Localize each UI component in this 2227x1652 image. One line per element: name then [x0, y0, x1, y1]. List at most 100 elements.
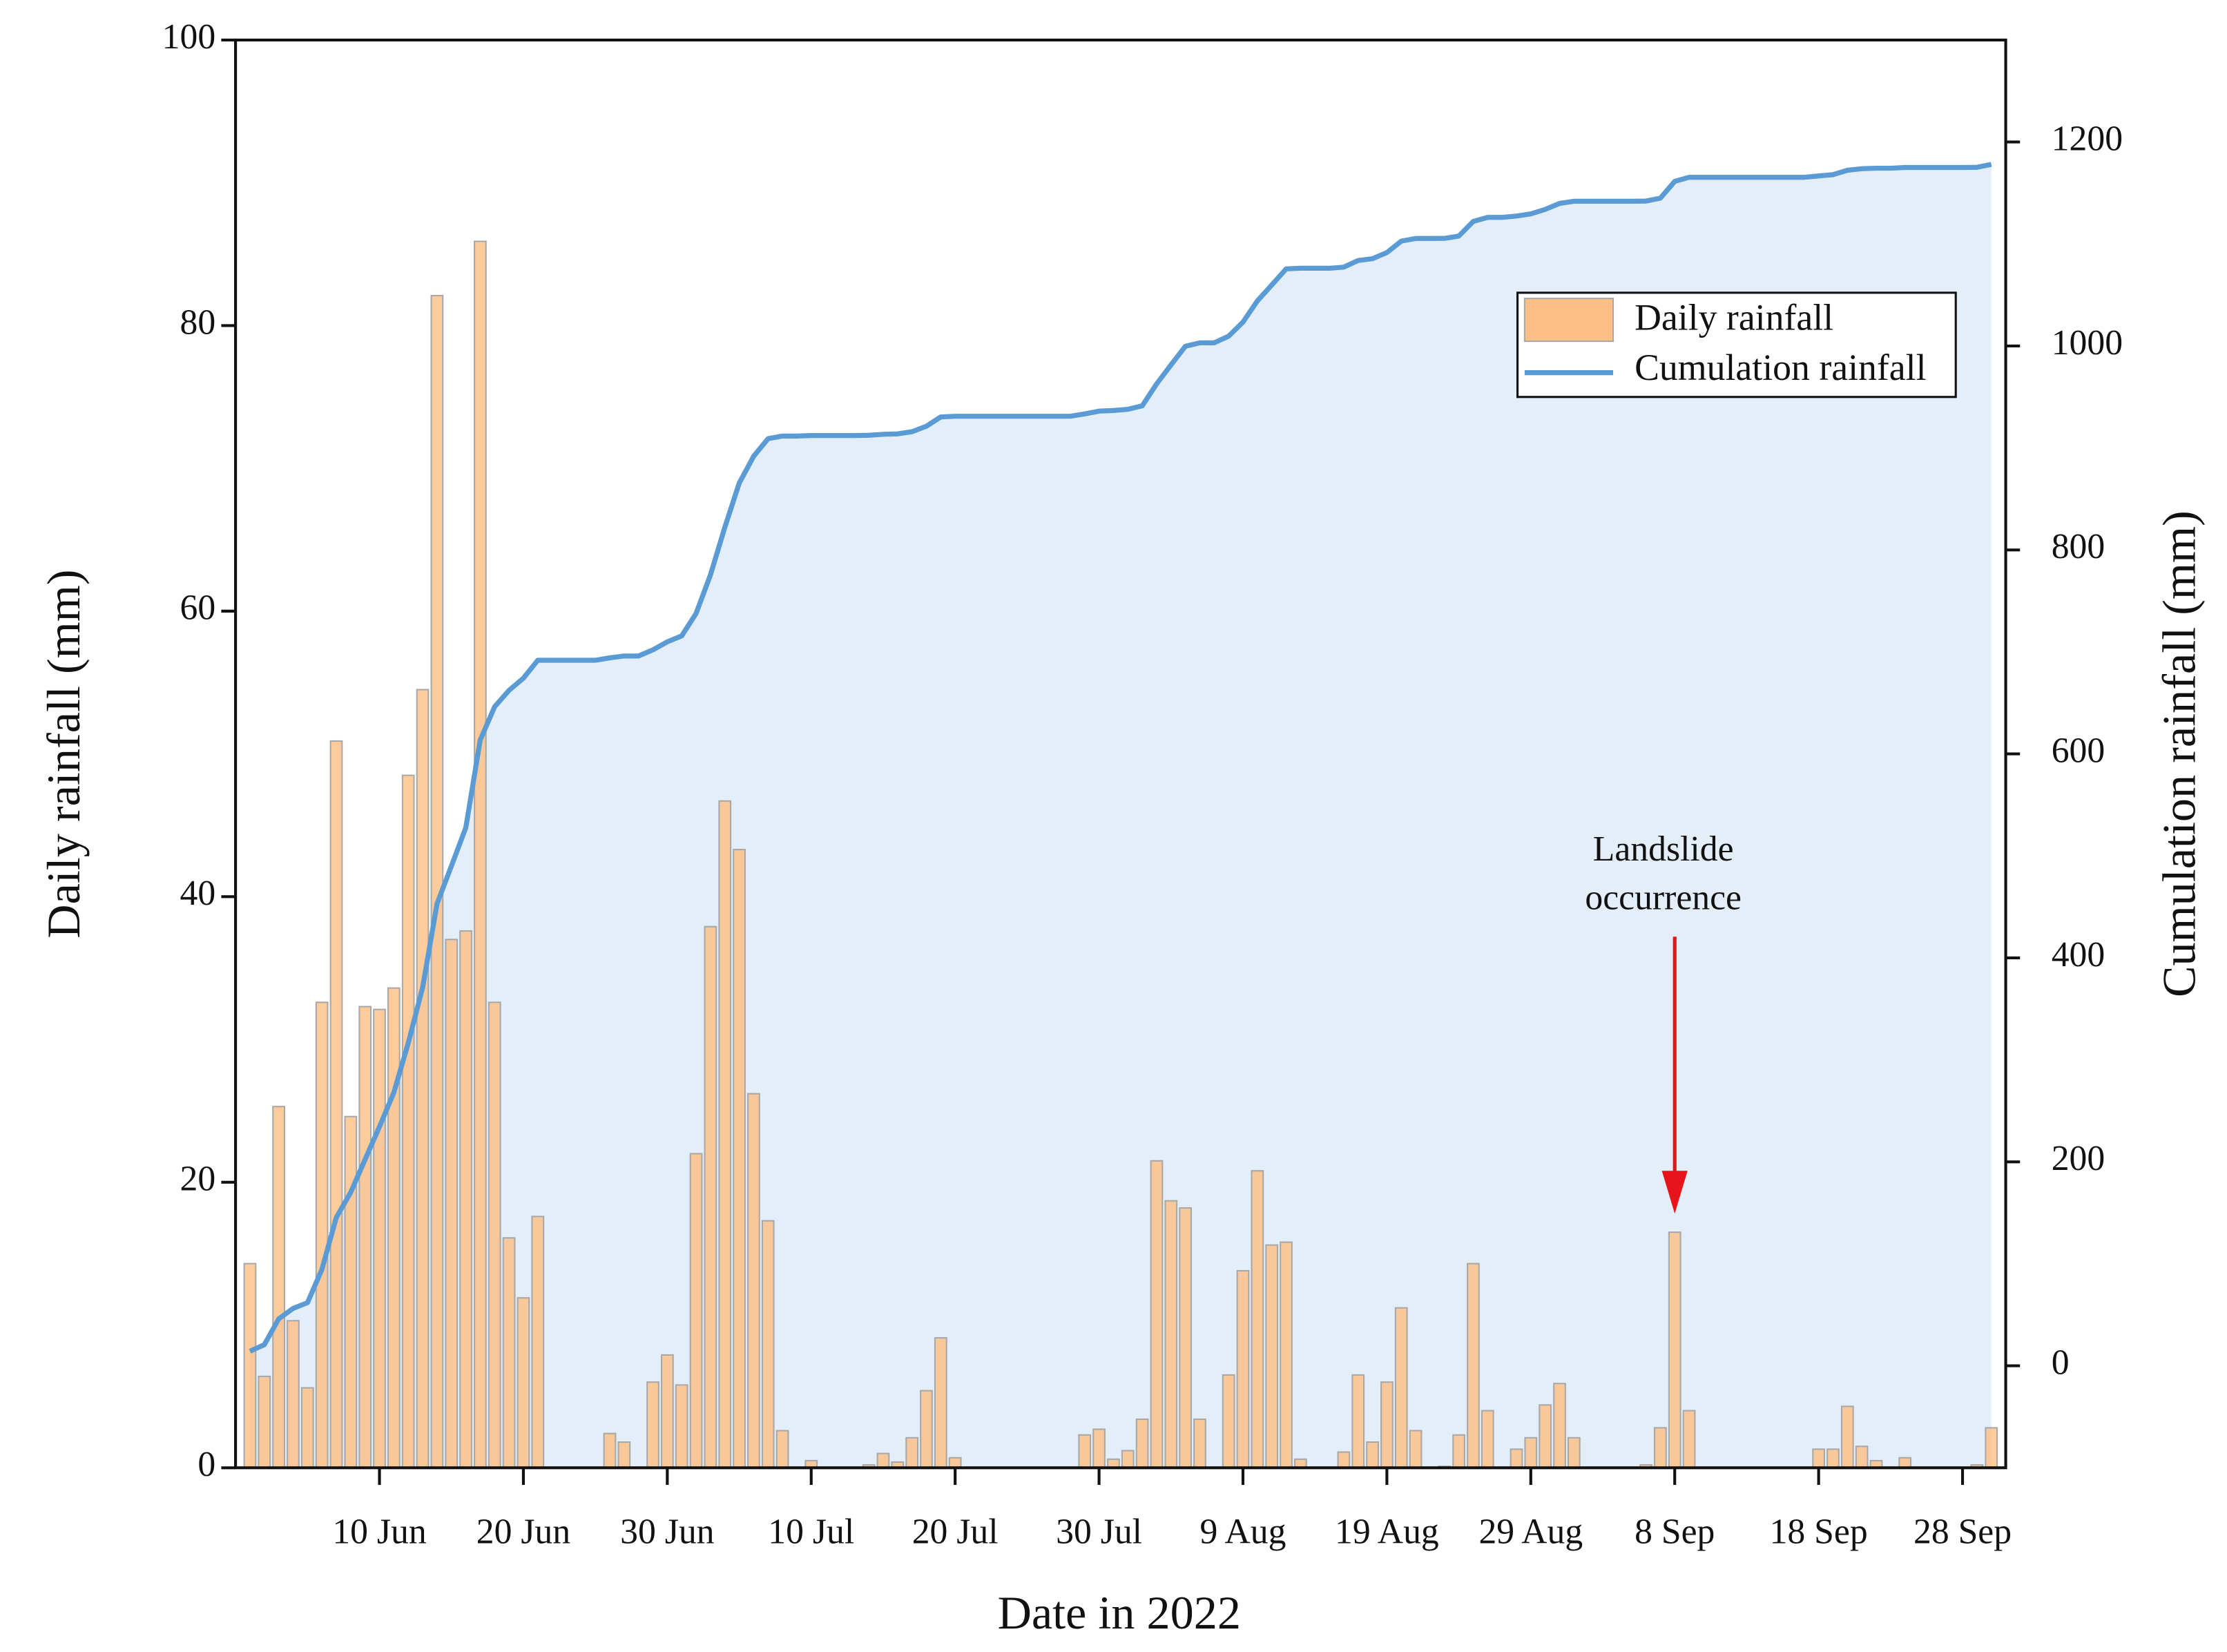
bar	[401, 774, 415, 1469]
y-tick-label: 60	[180, 588, 215, 628]
bar	[387, 987, 401, 1469]
bar	[315, 1001, 329, 1469]
y-tick-label: 100	[162, 17, 216, 57]
bar	[1553, 1383, 1566, 1469]
x-tick-label: 20 Jul	[912, 1512, 999, 1551]
bar	[660, 1354, 674, 1469]
y2-tick-label: 0	[2052, 1343, 2070, 1382]
bar	[1337, 1451, 1351, 1469]
bar	[934, 1337, 947, 1469]
y2-tick-label: 200	[2052, 1139, 2105, 1178]
bar	[1855, 1446, 1869, 1469]
x-tick-label: 30 Jun	[620, 1512, 715, 1551]
legend-label: Daily rainfall	[1635, 297, 1833, 338]
y2-tick-label: 1200	[2052, 119, 2123, 158]
bar	[718, 800, 732, 1469]
bar	[1078, 1434, 1092, 1469]
bar	[761, 1220, 775, 1469]
cumulative-area	[249, 164, 1992, 1468]
bar	[344, 1115, 358, 1469]
bar	[1135, 1418, 1149, 1469]
bar	[775, 1430, 789, 1469]
bar	[1840, 1405, 1854, 1469]
bar	[876, 1452, 890, 1469]
bar	[1654, 1427, 1667, 1469]
bar	[1265, 1244, 1279, 1469]
bar	[1682, 1410, 1696, 1469]
legend-label: Cumulation rainfall	[1635, 347, 1926, 388]
x-tick-label: 18 Sep	[1770, 1512, 1868, 1551]
y-axis-title: Daily rainfall (mm)	[37, 569, 90, 938]
bar	[430, 294, 444, 1469]
bar	[1380, 1381, 1394, 1469]
bar	[733, 849, 746, 1469]
y-tick-label: 40	[180, 874, 215, 913]
x-axis-title: Date in 2022	[998, 1586, 1241, 1639]
legend-swatch	[1523, 298, 1614, 343]
legend: Daily rainfall Cumulation rainfall	[1516, 291, 1957, 398]
bar	[445, 939, 459, 1469]
x-tick-label: 8 Sep	[1635, 1512, 1715, 1551]
bar	[1121, 1450, 1135, 1469]
annotation-text: Landslide	[1593, 829, 1734, 869]
x-tick-label: 28 Sep	[1913, 1512, 2012, 1551]
y-tick-label: 20	[180, 1160, 215, 1199]
x-tick-label: 10 Jun	[332, 1512, 427, 1551]
bar	[1467, 1262, 1480, 1469]
bar	[272, 1106, 285, 1469]
bar	[1898, 1457, 1912, 1469]
y-tick-label: 80	[180, 302, 215, 342]
bar	[459, 930, 472, 1469]
bar	[1366, 1441, 1379, 1469]
bar	[1280, 1241, 1293, 1469]
annotation-arrowhead	[1661, 1171, 1688, 1214]
bar	[1179, 1207, 1192, 1469]
x-tick-label: 29 Aug	[1478, 1512, 1583, 1551]
bar	[920, 1390, 933, 1469]
bar	[1150, 1160, 1164, 1469]
bar	[1409, 1430, 1423, 1469]
cumulative-line	[249, 162, 1992, 1354]
y2-tick-label: 600	[2052, 731, 2105, 770]
bar	[474, 240, 487, 1469]
bar	[1567, 1437, 1581, 1469]
bar	[1251, 1170, 1264, 1469]
bar	[905, 1437, 919, 1469]
bar	[517, 1297, 530, 1469]
bar	[258, 1375, 271, 1469]
bar	[1668, 1231, 1681, 1469]
bar	[358, 1006, 372, 1469]
bar	[1481, 1410, 1494, 1469]
bar	[287, 1320, 300, 1469]
bar	[531, 1216, 545, 1469]
bar	[617, 1441, 631, 1469]
y2-tick-label: 1000	[2052, 323, 2123, 363]
bar	[1510, 1448, 1523, 1469]
bar	[1539, 1404, 1552, 1469]
bar	[416, 689, 430, 1469]
x-tick-label: 10 Jul	[768, 1512, 854, 1551]
bar	[1452, 1434, 1465, 1469]
bar	[1092, 1428, 1106, 1469]
bar	[373, 1008, 386, 1469]
bar	[1812, 1448, 1826, 1469]
y2-tick-label: 800	[2052, 527, 2105, 566]
bar	[948, 1457, 962, 1469]
bar	[1164, 1200, 1178, 1469]
bar	[1351, 1374, 1365, 1469]
bar	[488, 1001, 501, 1469]
bar	[675, 1384, 688, 1469]
bar	[689, 1153, 703, 1469]
bar	[1236, 1269, 1250, 1469]
x-tick-label: 20 Jun	[476, 1512, 571, 1551]
x-tick-label: 30 Jul	[1056, 1512, 1142, 1551]
bar	[300, 1387, 314, 1469]
bar	[646, 1381, 659, 1469]
bar	[243, 1262, 257, 1469]
bar	[747, 1093, 760, 1469]
x-tick-label: 19 Aug	[1335, 1512, 1439, 1551]
bar	[1826, 1448, 1840, 1469]
bar	[1985, 1427, 1998, 1469]
bar	[1222, 1374, 1235, 1469]
